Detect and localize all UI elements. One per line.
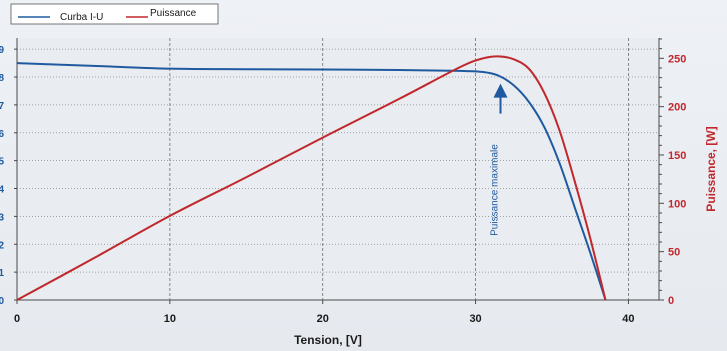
x-tick-label: 30 xyxy=(469,313,481,325)
annotation-arrow-head xyxy=(493,83,508,98)
x-tick-label: 0 xyxy=(14,313,20,325)
y-right-tick-label: 200 xyxy=(668,102,686,114)
y-left-tick-label: 8 xyxy=(0,73,4,84)
y-right-tick-label: 250 xyxy=(668,53,686,65)
y-left-tick-label: 2 xyxy=(0,240,4,251)
y-right-tick-label: 100 xyxy=(668,198,686,210)
legend-label-power: Puissance xyxy=(150,8,197,19)
y-left-tick-label: 5 xyxy=(0,157,4,168)
x-tick-label: 40 xyxy=(622,313,634,325)
series-line-iu xyxy=(16,62,607,301)
x-tick-label: 10 xyxy=(164,313,176,325)
legend-box xyxy=(10,3,219,25)
annotation-layer: Puissance maximale xyxy=(490,83,508,236)
y-left-tick-label: 3 xyxy=(0,212,4,223)
y-left-tick-label: 0 xyxy=(0,296,4,307)
y-right-axis-title: Puissance, [W] xyxy=(704,126,718,211)
legend: Curba I-U Puissance xyxy=(10,3,219,25)
y-left-tick-label: 4 xyxy=(0,185,4,196)
x-tick-label: 20 xyxy=(317,313,329,325)
series-layer xyxy=(16,55,607,301)
series-line-power xyxy=(16,55,607,301)
y-left-tick-label: 9 xyxy=(0,45,4,56)
annotation-text: Puissance maximale xyxy=(490,144,501,236)
plot-area xyxy=(17,38,659,300)
y-left-tick-label: 1 xyxy=(0,268,4,279)
y-right-tick-label: 150 xyxy=(668,150,686,162)
y-left-tick-label: 6 xyxy=(0,129,4,140)
y-right-tick-label: 50 xyxy=(668,247,680,259)
x-axis-title: Tension, [V] xyxy=(294,333,362,347)
y-right-tick-label: 0 xyxy=(668,295,674,307)
y-left-tick-label: 7 xyxy=(0,101,4,112)
legend-label-iu: Curba I-U xyxy=(60,12,103,23)
grid-layer xyxy=(17,38,659,300)
axes-layer: 0 10 20 30 40 0 1 2 3 4 5 6 7 8 9 0 50 100 150 200 250 Tensio… xyxy=(0,38,718,347)
